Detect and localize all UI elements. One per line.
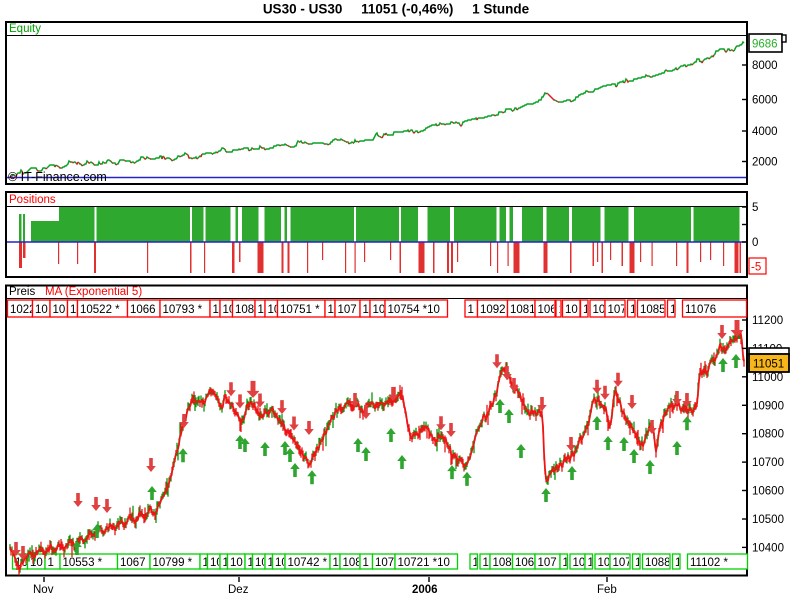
svg-text:1: 1: [670, 304, 676, 316]
svg-text:1: 1: [473, 557, 479, 569]
svg-text:1: 1: [675, 557, 681, 569]
svg-text:10: 10: [255, 557, 268, 569]
svg-text:10: 10: [268, 304, 281, 316]
svg-text:1022: 1022: [10, 304, 36, 316]
svg-text:1: 1: [559, 304, 565, 316]
svg-text:2000: 2000: [752, 157, 778, 169]
svg-text:1085: 1085: [640, 304, 666, 316]
svg-text:10: 10: [275, 557, 288, 569]
svg-text:10: 10: [30, 557, 43, 569]
svg-text:© IT-Finance.com: © IT-Finance.com: [8, 170, 107, 184]
svg-text:US30 - US30 11051 (-0,46%): US30 - US30 11051 (-0,46%) 1 Stunde: [263, 2, 530, 17]
svg-text:11200: 11200: [752, 315, 783, 327]
svg-text:106: 106: [538, 304, 557, 316]
svg-text:1: 1: [70, 304, 76, 316]
svg-text:1: 1: [630, 304, 636, 316]
svg-text:9686: 9686: [752, 39, 778, 51]
svg-text:10: 10: [565, 304, 578, 316]
svg-text:10721 *10: 10721 *10: [398, 557, 450, 569]
svg-text:Dez: Dez: [228, 584, 249, 596]
svg-text:MA (Exponential 5): MA (Exponential 5): [45, 286, 142, 298]
svg-text:8000: 8000: [752, 60, 778, 72]
svg-text:-5: -5: [751, 262, 761, 274]
svg-text:106: 106: [515, 557, 534, 569]
svg-text:108: 108: [493, 557, 512, 569]
svg-text:10400: 10400: [752, 542, 784, 554]
svg-text:10: 10: [483, 557, 496, 569]
svg-text:1: 1: [248, 557, 254, 569]
svg-text:10: 10: [223, 304, 236, 316]
svg-text:108: 108: [235, 304, 254, 316]
svg-text:1: 1: [468, 304, 474, 316]
svg-text:10500: 10500: [752, 514, 784, 526]
svg-text:1: 1: [363, 304, 369, 316]
svg-text:107: 107: [338, 304, 357, 316]
svg-text:10799 *: 10799 *: [153, 557, 193, 569]
svg-text:10800: 10800: [752, 429, 784, 441]
svg-text:107: 107: [613, 557, 632, 569]
svg-text:10700: 10700: [752, 457, 784, 469]
svg-text:10: 10: [230, 557, 243, 569]
svg-text:10: 10: [210, 557, 223, 569]
svg-text:1067: 1067: [120, 557, 146, 569]
svg-text:11102 *: 11102 *: [690, 557, 728, 569]
svg-text:10742 *: 10742 *: [288, 557, 328, 569]
svg-text:10522 *: 10522 *: [80, 304, 120, 316]
svg-text:Equity: Equity: [9, 23, 41, 35]
svg-text:1: 1: [213, 304, 219, 316]
svg-text:1: 1: [563, 557, 569, 569]
svg-text:1: 1: [588, 557, 594, 569]
svg-text:1092: 1092: [480, 304, 506, 316]
svg-text:11000: 11000: [752, 372, 783, 384]
svg-text:10754 *10: 10754 *10: [388, 304, 440, 316]
svg-text:108: 108: [373, 304, 392, 316]
svg-text:Positions: Positions: [9, 194, 56, 206]
svg-text:1081: 1081: [510, 304, 536, 316]
svg-text:1: 1: [48, 557, 54, 569]
svg-text:6000: 6000: [752, 95, 778, 107]
svg-text:10: 10: [573, 557, 586, 569]
svg-text:Nov: Nov: [33, 584, 54, 596]
svg-text:10: 10: [598, 557, 611, 569]
svg-text:107: 107: [538, 557, 557, 569]
svg-text:10900: 10900: [752, 400, 784, 412]
svg-text:1: 1: [268, 557, 274, 569]
svg-text:10: 10: [593, 304, 606, 316]
svg-text:0: 0: [752, 237, 758, 249]
svg-text:10793 *: 10793 *: [163, 304, 203, 316]
svg-text:10: 10: [53, 304, 66, 316]
svg-text:1: 1: [363, 557, 369, 569]
svg-text:1: 1: [203, 557, 209, 569]
svg-text:10600: 10600: [752, 486, 784, 498]
svg-text:107: 107: [375, 557, 394, 569]
svg-text:2006: 2006: [412, 584, 438, 596]
svg-text:4000: 4000: [752, 126, 778, 138]
svg-text:5: 5: [752, 202, 758, 214]
svg-text:1088: 1088: [645, 557, 671, 569]
svg-text:1: 1: [258, 304, 264, 316]
svg-text:Preis: Preis: [9, 286, 35, 298]
svg-text:10: 10: [35, 304, 48, 316]
svg-text:1: 1: [223, 557, 229, 569]
svg-text:Feb: Feb: [597, 584, 617, 596]
svg-text:1: 1: [635, 557, 641, 569]
svg-text:11076: 11076: [685, 304, 716, 316]
svg-text:11051: 11051: [753, 359, 784, 371]
svg-text:1: 1: [328, 304, 334, 316]
svg-text:1: 1: [583, 304, 589, 316]
svg-text:10751 *: 10751 *: [280, 304, 320, 316]
svg-text:107: 107: [608, 304, 627, 316]
svg-text:1: 1: [333, 557, 339, 569]
svg-text:10553 *: 10553 *: [63, 557, 103, 569]
svg-text:108: 108: [343, 557, 362, 569]
svg-text:1066: 1066: [130, 304, 156, 316]
